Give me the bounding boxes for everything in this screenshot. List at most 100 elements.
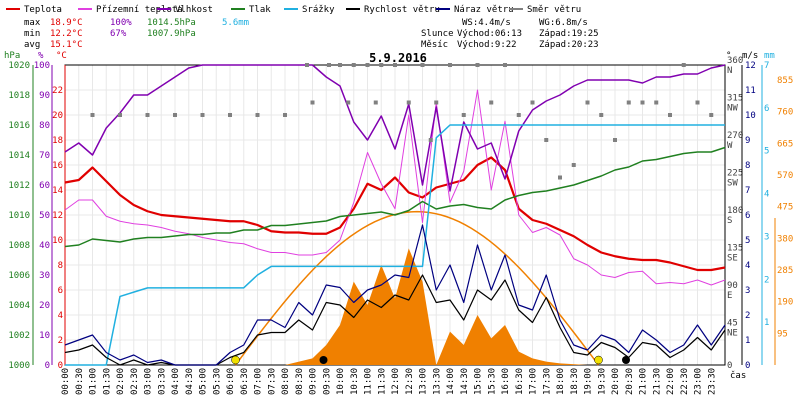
wind-direction-tick-label: 225 bbox=[727, 169, 743, 179]
astro-info: WS:4.4m/s WG:6.8m/s Slunce Východ:06:13 … bbox=[421, 18, 599, 50]
wind-direction-tick-label: 135 bbox=[727, 244, 743, 254]
wind-direction-point bbox=[434, 100, 439, 105]
time-tick-label: 14:30 bbox=[460, 368, 470, 395]
stats-max-hum: 100% bbox=[110, 18, 132, 28]
wind-speed-tick-label: 4 bbox=[745, 261, 750, 271]
wind-direction-point bbox=[255, 113, 260, 117]
legend-label: Vlhkost bbox=[175, 5, 213, 15]
temperature-tick-label: 0 bbox=[58, 361, 63, 371]
wind-speed-tick-label: 12 bbox=[745, 61, 756, 71]
series-layer bbox=[64, 64, 726, 366]
rain-tick-label: 7 bbox=[764, 61, 769, 71]
humidity-tick-label: 0 bbox=[45, 361, 50, 371]
rain-tick-label: 2 bbox=[764, 275, 769, 285]
sun-moon-markers bbox=[231, 355, 630, 365]
wind-direction-point bbox=[695, 100, 700, 105]
time-tick-label: 21:30 bbox=[652, 368, 662, 395]
solar-radiation-layer bbox=[65, 210, 725, 366]
wind-direction-point bbox=[420, 63, 425, 67]
unit-ms: m/s bbox=[742, 51, 758, 61]
wind-speed-tick-label: 2 bbox=[745, 311, 750, 321]
wind-direction-point bbox=[200, 113, 205, 117]
wind-direction-point bbox=[475, 63, 480, 67]
time-tick-label: 19:00 bbox=[584, 368, 594, 395]
time-tick-label: 23:00 bbox=[694, 368, 704, 395]
temperature-tick-label: 12 bbox=[52, 211, 63, 221]
humidity-tick-label: 100 bbox=[34, 61, 50, 71]
legend-item-rain: Srážky bbox=[284, 5, 335, 15]
stats-max-temp: 18.9°C bbox=[50, 18, 83, 28]
moon-rise: Východ:9:22 bbox=[457, 40, 517, 50]
humidity-tick-label: 90 bbox=[39, 91, 50, 101]
wind-direction-point bbox=[373, 100, 378, 105]
time-axis: 00:00 00:30 01:00 01:30 02:00 02:30 03:00 03:30… bbox=[61, 368, 717, 395]
wind-speed-tick-label: 5 bbox=[745, 236, 750, 246]
wind-direction-point bbox=[90, 113, 95, 117]
time-tick-label: 01:30 bbox=[102, 368, 112, 395]
wind-direction-point bbox=[379, 63, 384, 67]
wind-direction-point bbox=[327, 63, 331, 67]
wind-direction-tick-label: 315 bbox=[727, 94, 743, 104]
time-tick-label: 00:00 bbox=[61, 368, 71, 395]
time-tick-label: 04:00 bbox=[171, 368, 181, 395]
time-tick-label: 21:00 bbox=[639, 368, 649, 395]
wind-direction-point bbox=[668, 113, 672, 117]
wind-direction-compass-label: S bbox=[727, 216, 732, 226]
wind-direction-point bbox=[393, 63, 397, 67]
time-tick-label: 02:00 bbox=[116, 368, 126, 395]
stats-max-rain: 5.6mm bbox=[222, 18, 249, 28]
stats-max-label: max bbox=[24, 18, 41, 28]
stats-min-label: min bbox=[24, 29, 40, 39]
time-tick-label: 15:00 bbox=[474, 368, 484, 395]
right-axes: 045NE90E135SE180S225SW270W315NW360N01234… bbox=[727, 56, 793, 371]
unit-mm: mm bbox=[764, 51, 775, 61]
pressure-tick-label: 1016 bbox=[8, 121, 30, 131]
wind-direction-point bbox=[558, 175, 562, 180]
time-tick-label: 03:30 bbox=[157, 368, 167, 395]
wind-direction-point bbox=[406, 100, 411, 105]
wind-gust-max: WG:6.8m/s bbox=[539, 18, 588, 28]
wind-direction-point bbox=[681, 63, 686, 67]
wind-direction-tick-label: 360 bbox=[727, 56, 743, 66]
legend-label: Srážky bbox=[302, 5, 335, 15]
solar-tick-label: 855 bbox=[777, 76, 793, 86]
rain-tick-label: 6 bbox=[764, 104, 769, 114]
wind-direction-tick-label: 0 bbox=[727, 361, 732, 371]
time-tick-label: 06:30 bbox=[240, 368, 250, 395]
pressure-tick-label: 1012 bbox=[8, 181, 30, 191]
legend-item-ground-temperature: Přízemní teplota bbox=[78, 5, 183, 15]
wind-direction-point bbox=[530, 100, 535, 105]
unit-percent: % bbox=[38, 51, 44, 61]
unit-hpa: hPa bbox=[4, 51, 20, 61]
temperature-tick-label: 18 bbox=[52, 136, 63, 146]
temperature-tick-label: 20 bbox=[52, 111, 63, 121]
time-tick-label: 09:00 bbox=[309, 368, 319, 395]
time-axis-label: čas bbox=[730, 370, 746, 381]
wind-direction-point bbox=[338, 63, 342, 67]
pressure-tick-label: 1006 bbox=[8, 271, 30, 281]
legend-label: Teplota bbox=[24, 5, 62, 15]
pressure-tick-label: 1020 bbox=[8, 61, 30, 71]
series-prizemni-teplota-line bbox=[64, 89, 726, 286]
time-tick-label: 16:30 bbox=[515, 368, 525, 395]
humidity-tick-label: 80 bbox=[39, 121, 50, 131]
sun-event-marker bbox=[231, 355, 240, 365]
humidity-tick-label: 70 bbox=[39, 151, 50, 161]
humidity-tick-label: 50 bbox=[39, 211, 50, 221]
wind-direction-point bbox=[283, 113, 287, 117]
legend-item-wind-speed: Rychlost větru bbox=[346, 5, 440, 15]
rain-tick-label: 3 bbox=[764, 232, 769, 242]
wind-speed-tick-label: 0 bbox=[745, 361, 750, 371]
sun-set: Západ:19:25 bbox=[539, 29, 599, 39]
rain-tick-label: 4 bbox=[764, 190, 769, 200]
time-tick-label: 13:30 bbox=[432, 368, 442, 395]
wind-direction-tick-label: 180 bbox=[727, 206, 743, 216]
wind-direction-compass-label: SW bbox=[727, 179, 738, 189]
time-tick-label: 12:30 bbox=[405, 368, 415, 395]
wind-direction-compass-label: W bbox=[727, 141, 733, 151]
legend-label: Tlak bbox=[249, 5, 271, 15]
wind-speed-tick-label: 7 bbox=[745, 186, 750, 196]
wind-direction-point bbox=[365, 63, 370, 67]
wind-direction-layer bbox=[90, 63, 714, 180]
